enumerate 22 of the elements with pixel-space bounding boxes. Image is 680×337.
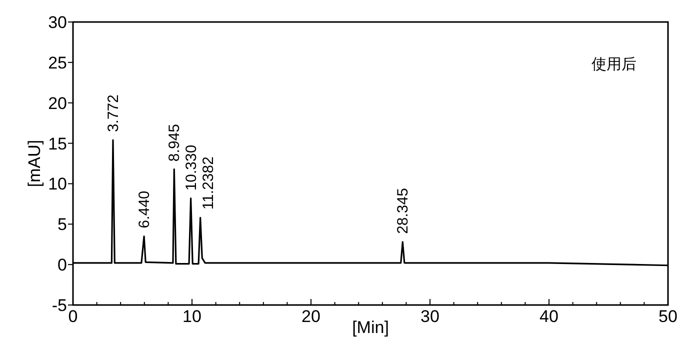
annotation: 6.440: [136, 190, 154, 228]
x-tick-label: 30: [420, 307, 440, 326]
annotation: 3.772: [104, 94, 122, 132]
x-tick-label: 10: [182, 307, 202, 326]
y-tick-label: -5: [52, 296, 67, 315]
y-tick-label: 5: [58, 215, 67, 234]
y-axis-title: [mAU]: [25, 140, 44, 188]
x-tick-label: 40: [540, 307, 558, 326]
y-tick-label: 10: [48, 174, 67, 194]
annotation: 28.345: [394, 188, 412, 234]
y-tick-label: 20: [48, 94, 67, 113]
x-axis-title: [Min]: [352, 318, 389, 337]
x-tick-label: 50: [658, 307, 678, 326]
y-tick-label: 30: [48, 13, 67, 32]
y-tick-label: 0: [58, 256, 67, 275]
text: 使用后: [592, 56, 636, 73]
y-tick-label: 25: [48, 53, 67, 72]
y-tick-label: 15: [48, 134, 67, 154]
annotation: 11.2382: [200, 156, 218, 210]
x-tick-label: 20: [302, 307, 320, 326]
annotation: 8.945: [166, 124, 184, 162]
annotation: 10.330: [183, 144, 200, 191]
